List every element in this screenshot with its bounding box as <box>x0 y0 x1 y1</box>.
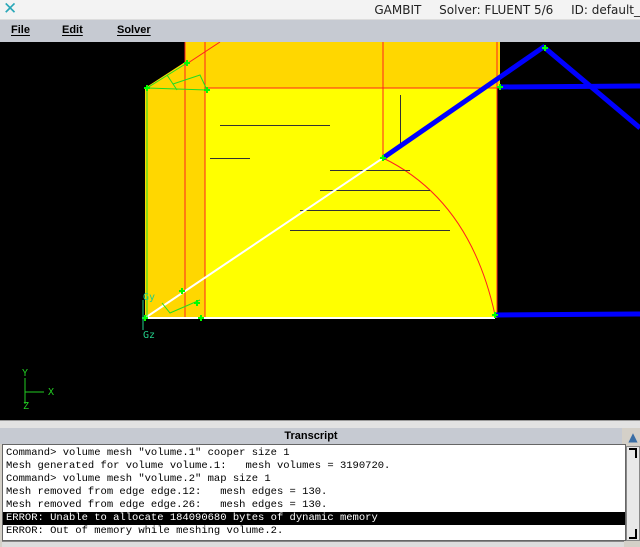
menu-solver[interactable]: Solver <box>117 24 151 36</box>
transcript-expand-arrow-icon[interactable]: ▲ <box>628 430 638 444</box>
gz-label: Gz <box>143 330 155 341</box>
triad-y-label: Y <box>22 368 28 379</box>
transcript-line: Mesh removed from edge edge.12: mesh edg… <box>6 486 328 498</box>
pane-splitter[interactable] <box>0 420 640 428</box>
gambit-x-icon: ✕ <box>3 0 18 19</box>
triad-z-label: Z <box>23 401 29 412</box>
gy-label: Gy <box>143 292 155 303</box>
transcript-line: Mesh removed from edge edge.26: mesh edg… <box>6 499 328 511</box>
axis-triad: Y X Z <box>22 368 54 412</box>
mesh-dots <box>210 95 450 231</box>
transcript-line-selected: ERROR: Unable to allocate 184090680 byte… <box>3 512 625 525</box>
transcript-vertical-scrollbar[interactable] <box>626 446 640 541</box>
graphics-viewport[interactable]: Gy Gz Y X Z <box>0 41 640 420</box>
transcript-line: Mesh generated for volume volume.1: mesh… <box>6 460 391 472</box>
triad-x-label: X <box>48 387 54 398</box>
transcript-line: Command> volume mesh "volume.1" cooper s… <box>6 447 290 459</box>
menu-file[interactable]: File <box>11 24 30 36</box>
transcript-horizontal-scrollbar[interactable] <box>2 541 624 547</box>
local-axes: Gy Gz <box>142 292 155 341</box>
id-label: ID: default_ <box>571 3 640 17</box>
green-edges <box>146 62 208 318</box>
transcript-line: ERROR: Out of memory while meshing volum… <box>6 525 284 537</box>
solver-label: Solver: FLUENT 5/6 <box>439 3 554 17</box>
transcript-line: Command> volume mesh "volume.2" map size… <box>6 473 271 485</box>
blue-mesh-edges <box>381 43 640 318</box>
transcript-title: Transcript <box>0 428 622 444</box>
faces <box>145 42 500 318</box>
app-name: GAMBIT <box>374 3 422 17</box>
geometry-view: Gy Gz Y X Z <box>22 41 640 412</box>
vertex-markers <box>142 45 548 321</box>
title-bar: ✕ GAMBIT Solver: FLUENT 5/6 ID: default_ <box>0 0 640 20</box>
menu-bar: File Edit Solver <box>0 20 640 42</box>
menu-edit[interactable]: Edit <box>62 24 83 36</box>
window-title: GAMBIT Solver: FLUENT 5/6 ID: default_ <box>360 3 640 17</box>
transcript-panel[interactable]: Command> volume mesh "volume.1" cooper s… <box>2 444 626 541</box>
